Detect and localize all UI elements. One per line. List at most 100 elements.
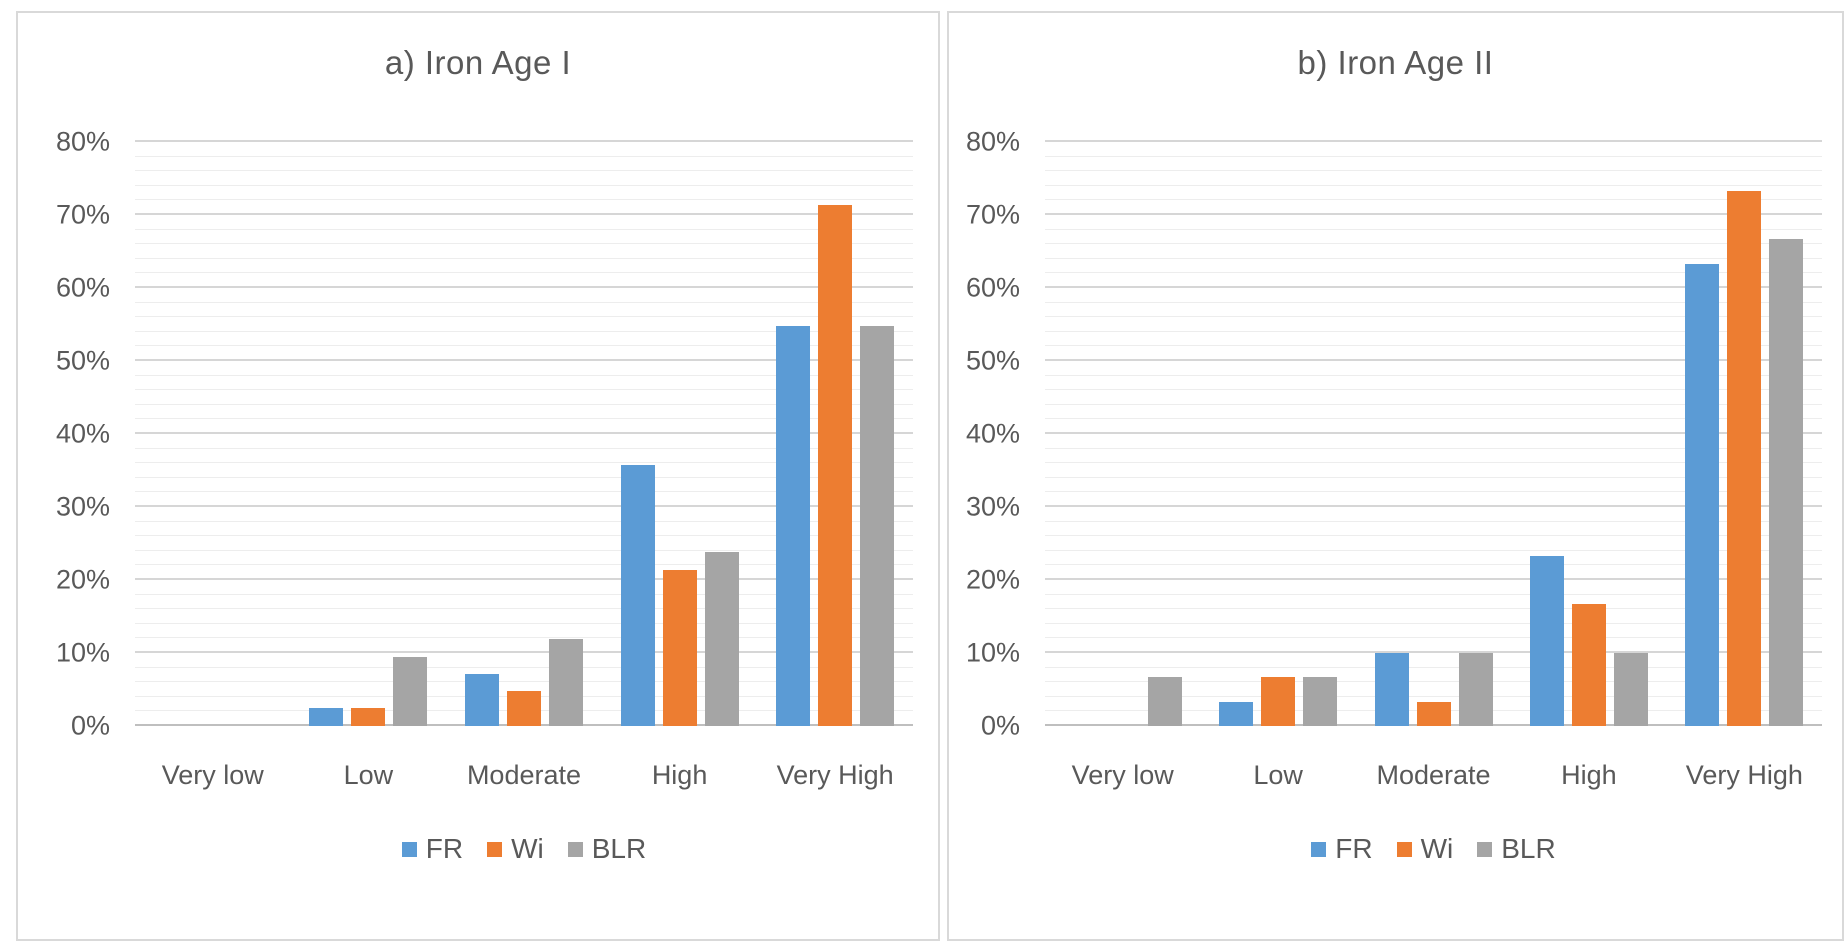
gridline-minor xyxy=(1045,549,1822,551)
gridline-minor xyxy=(135,243,913,245)
bar-wi-high xyxy=(1571,604,1606,726)
legend-item-blr: BLR xyxy=(1477,833,1556,865)
y-axis-label: 10% xyxy=(55,637,110,668)
y-axis-label: 50% xyxy=(965,345,1020,376)
bar-group-moderate xyxy=(1356,142,1511,726)
legend-item-fr: FR xyxy=(401,833,464,865)
y-axis-label: 60% xyxy=(965,272,1020,303)
x-axis-label: Very low xyxy=(1071,760,1174,790)
bar-fr-low xyxy=(1219,701,1254,726)
bar-fr-low xyxy=(309,708,344,726)
gridline-minor xyxy=(135,549,913,551)
bar-blr-high xyxy=(1613,653,1648,726)
gridline-major xyxy=(1045,432,1822,434)
bar-wi-low xyxy=(351,708,386,726)
gridline-minor xyxy=(135,520,913,522)
legend-swatch-wi xyxy=(487,841,503,857)
gridline-major xyxy=(135,286,913,288)
bar-fr-very-high xyxy=(776,325,811,726)
bar-wi-moderate xyxy=(506,690,541,726)
gridline-minor xyxy=(135,316,913,318)
chart-panel-b: b) Iron Age II 0% 10% 20% 30% 40% 50% 60% 70% 80… xyxy=(947,11,1844,941)
gridline-major xyxy=(135,359,913,361)
y-axis-label: 70% xyxy=(965,199,1020,230)
gridline-major xyxy=(135,651,913,653)
y-axis-label: 20% xyxy=(55,564,110,595)
gridline-minor xyxy=(1045,199,1822,201)
y-axis-label: 0% xyxy=(980,710,1020,741)
gridline-minor xyxy=(1045,243,1822,245)
plot-area xyxy=(1045,140,1822,726)
gridline-minor xyxy=(135,491,913,493)
legend-label: FR xyxy=(1335,833,1373,864)
gridline-minor xyxy=(135,199,913,201)
x-axis-label: Moderate xyxy=(1376,760,1491,790)
gridline-minor xyxy=(1045,666,1822,668)
legend-label: Wi xyxy=(1420,833,1454,864)
bar-group-very-low xyxy=(135,142,291,726)
gridline-minor xyxy=(1045,228,1822,230)
legend-swatch-wi xyxy=(1396,841,1412,857)
x-axis: Very low Low Moderate High Very High xyxy=(135,760,913,791)
gridline-major xyxy=(135,578,913,580)
gridline-minor xyxy=(1045,637,1822,639)
gridline-minor xyxy=(1045,462,1822,464)
gridline-minor xyxy=(135,345,913,347)
gridline-minor xyxy=(135,447,913,449)
bar-group-very-low xyxy=(1045,142,1200,726)
bar-groups xyxy=(1045,142,1822,726)
gridline-minor xyxy=(135,330,913,332)
gridline-minor xyxy=(135,564,913,566)
gridline-major xyxy=(135,213,913,215)
gridline-minor xyxy=(1045,301,1822,303)
y-axis-label: 0% xyxy=(70,710,110,741)
y-axis-label: 40% xyxy=(965,418,1020,449)
bar-group-very-high xyxy=(757,142,913,726)
gridline-major xyxy=(1045,505,1822,507)
gridline-minor xyxy=(135,257,913,259)
gridline-minor xyxy=(135,593,913,595)
legend-label: FR xyxy=(425,833,464,864)
legend-label: BLR xyxy=(591,833,647,864)
gridline-minor xyxy=(1045,316,1822,318)
chart-panel-a: a) Iron Age I 0% 10% 20% 30% 40% 50% 60% 70% 80%… xyxy=(16,11,940,941)
gridline-minor xyxy=(1045,272,1822,274)
bar-wi-moderate xyxy=(1416,701,1451,726)
gridline-minor xyxy=(1045,155,1822,157)
x-axis-label: High xyxy=(651,760,708,790)
y-axis-label: 20% xyxy=(965,564,1020,595)
gridline-minor xyxy=(1045,695,1822,697)
y-axis: 0% 10% 20% 30% 40% 50% 60% 70% 80% xyxy=(949,127,1032,741)
legend-item-blr: BLR xyxy=(567,833,647,865)
legend-swatch-blr xyxy=(1477,841,1493,857)
gridline-minor xyxy=(1045,418,1822,420)
legend-swatch-fr xyxy=(1311,841,1327,857)
bar-fr-moderate xyxy=(464,674,499,726)
bar-fr-very-high xyxy=(1685,263,1720,726)
gridline-minor xyxy=(135,476,913,478)
bar-group-very-high xyxy=(1667,142,1822,726)
bar-group-low xyxy=(1200,142,1355,726)
gridline-minor xyxy=(1045,681,1822,683)
bar-group-high xyxy=(1511,142,1666,726)
bar-fr-moderate xyxy=(1374,653,1409,726)
y-axis-label: 60% xyxy=(55,272,110,303)
gridline-minor xyxy=(135,389,913,391)
legend-swatch-fr xyxy=(401,841,417,857)
legend-item-wi: Wi xyxy=(487,833,544,865)
gridline-major xyxy=(1045,578,1822,580)
gridline-minor xyxy=(135,666,913,668)
y-axis-label: 80% xyxy=(965,126,1020,157)
x-axis: Very low Low Moderate High Very High xyxy=(1045,760,1822,791)
chart-title: a) Iron Age I xyxy=(384,44,572,81)
bar-group-high xyxy=(602,142,758,726)
gridline-minor xyxy=(1045,564,1822,566)
gridline-minor xyxy=(135,622,913,624)
legend-item-wi: Wi xyxy=(1396,833,1454,865)
gridline-minor xyxy=(135,272,913,274)
gridline-minor xyxy=(1045,593,1822,595)
chart-title: b) Iron Age II xyxy=(1297,44,1494,81)
gridline-minor xyxy=(1045,447,1822,449)
gridline-major xyxy=(1045,140,1822,142)
gridline-minor xyxy=(135,462,913,464)
